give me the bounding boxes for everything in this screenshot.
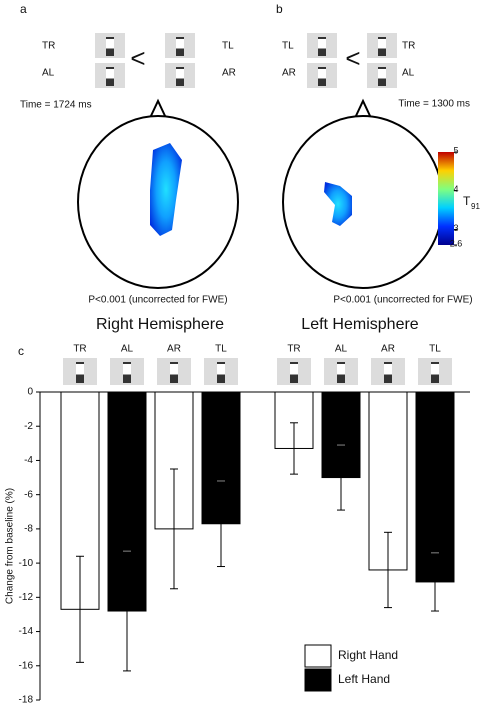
x-tick-label: AL — [121, 344, 134, 355]
bar — [415, 391, 455, 583]
legend-swatch — [304, 668, 332, 692]
photo-shirt — [290, 364, 298, 375]
photo-shirt — [378, 39, 386, 49]
x-tick-label: TL — [429, 344, 441, 355]
photo-shirt — [176, 69, 184, 79]
y-axis-label: Change from baseline (%) — [5, 488, 16, 604]
colorbar-label: T — [463, 194, 471, 208]
condition: AR — [282, 68, 296, 79]
time-label: Time = 1724 ms — [20, 100, 92, 111]
condition: TR — [402, 41, 415, 52]
y-tick-label: -4 — [24, 455, 33, 466]
activation-blob — [150, 143, 182, 236]
x-tick-label: AR — [381, 344, 395, 355]
time-label: Time = 1300 ms — [398, 99, 470, 110]
x-tick-label: TL — [215, 344, 227, 355]
condition: AR — [222, 68, 236, 79]
colorbar-tick-label: 3 — [453, 223, 458, 233]
x-tick-label: TR — [73, 344, 86, 355]
condition: AL — [402, 68, 415, 79]
y-tick-label: -10 — [19, 558, 34, 569]
y-tick-label: -12 — [19, 592, 34, 603]
y-tick-label: -18 — [19, 695, 34, 705]
photo-shirt — [170, 364, 178, 375]
photo-shirt — [431, 364, 439, 375]
colorbar-tick-label: 5 — [453, 145, 458, 155]
colorbar-label-sub: 91 — [471, 202, 480, 211]
photo-shirt — [76, 364, 84, 375]
photo-shirt — [123, 364, 131, 375]
colorbar — [438, 152, 454, 245]
condition: TR — [42, 41, 55, 52]
panel-label: b — [276, 2, 283, 16]
photo-shirt — [318, 39, 326, 49]
photo-shirt — [106, 69, 114, 79]
y-tick-label: -16 — [19, 660, 34, 671]
caption: P<0.001 (uncorrected for FWE) — [333, 295, 472, 306]
photo-shirt — [318, 69, 326, 79]
legend-swatch — [304, 644, 332, 668]
colorbar-tick-label: 4 — [453, 184, 458, 194]
legend-label: Right Hand — [338, 648, 398, 662]
x-tick-label: AL — [335, 344, 348, 355]
caption: P<0.001 (uncorrected for FWE) — [88, 295, 227, 306]
panel-label: c — [18, 344, 24, 358]
y-tick-label: -14 — [19, 626, 34, 637]
x-tick-label: TR — [287, 344, 300, 355]
x-tick-label: AR — [167, 344, 181, 355]
photo-shirt — [337, 364, 345, 375]
photo-shirt — [176, 39, 184, 49]
photo-shirt — [217, 364, 225, 375]
colorbar-tick-label: 2.6 — [450, 238, 463, 248]
y-tick-label: 0 — [27, 387, 33, 398]
legend-label: Left Hand — [338, 672, 390, 686]
group-label: Right Hemisphere — [96, 316, 224, 333]
group-label: Left Hemisphere — [301, 316, 418, 333]
panel-label: a — [20, 2, 27, 16]
head-b — [282, 98, 444, 289]
condition: AL — [42, 68, 55, 79]
relation: < — [130, 43, 145, 73]
condition: TL — [282, 41, 294, 52]
condition: TL — [222, 41, 234, 52]
photo-shirt — [106, 39, 114, 49]
y-tick-label: -2 — [24, 421, 33, 432]
y-tick-label: -6 — [24, 489, 33, 500]
activation-blob — [324, 182, 352, 226]
photo-shirt — [384, 364, 392, 375]
photo-shirt — [378, 69, 386, 79]
y-tick-label: -8 — [24, 524, 33, 535]
relation: < — [345, 43, 360, 73]
